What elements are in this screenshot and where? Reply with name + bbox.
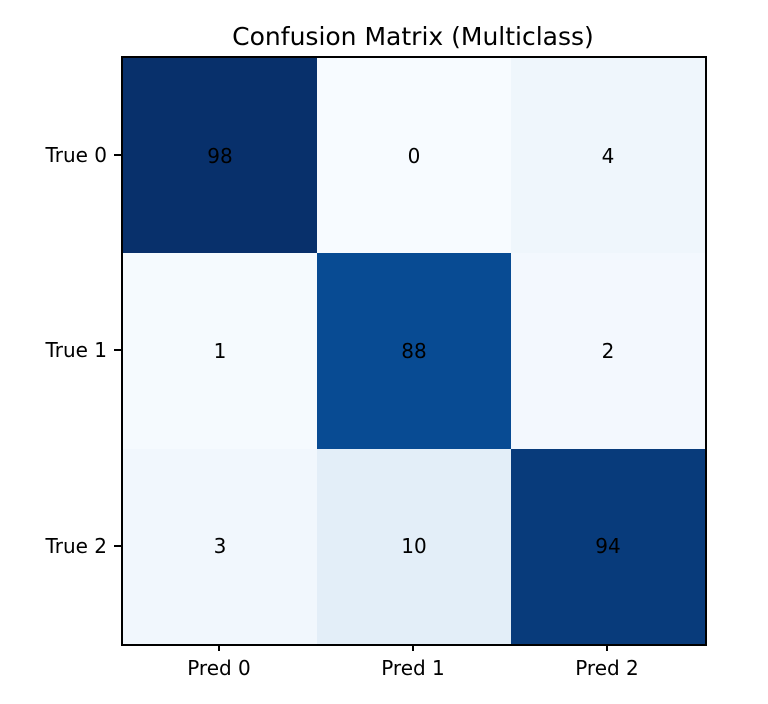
- matrix-cell-r0c0: 98: [123, 58, 317, 254]
- matrix-cell-r1c0: 1: [123, 253, 317, 449]
- y-tick-mark-2: [114, 545, 121, 547]
- y-tick-mark-1: [114, 349, 121, 351]
- matrix-cell-r2c2: 94: [511, 448, 705, 644]
- x-tick-mark-1: [412, 644, 414, 651]
- x-tick-mark-0: [218, 644, 220, 651]
- x-axis-label-pred-0: Pred 0: [187, 656, 251, 680]
- y-tick-mark-0: [114, 154, 121, 156]
- matrix-cell-r2c1: 10: [317, 448, 511, 644]
- y-axis-label-true-2: True 2: [45, 534, 107, 558]
- y-axis-label-true-0: True 0: [45, 143, 107, 167]
- matrix-cell-r2c0: 3: [123, 448, 317, 644]
- x-axis-label-pred-1: Pred 1: [381, 656, 445, 680]
- matrix-cell-r1c1: 88: [317, 253, 511, 449]
- matrix-cell-r1c2: 2: [511, 253, 705, 449]
- x-tick-mark-2: [606, 644, 608, 651]
- y-axis-label-true-1: True 1: [45, 338, 107, 362]
- chart-title: Confusion Matrix (Multiclass): [232, 22, 594, 51]
- x-axis-label-pred-2: Pred 2: [575, 656, 639, 680]
- matrix-cell-r0c2: 4: [511, 58, 705, 254]
- heatmap-plot-area: 98 0 4 1 88 2 3 10 94: [121, 56, 707, 646]
- matrix-cell-r0c1: 0: [317, 58, 511, 254]
